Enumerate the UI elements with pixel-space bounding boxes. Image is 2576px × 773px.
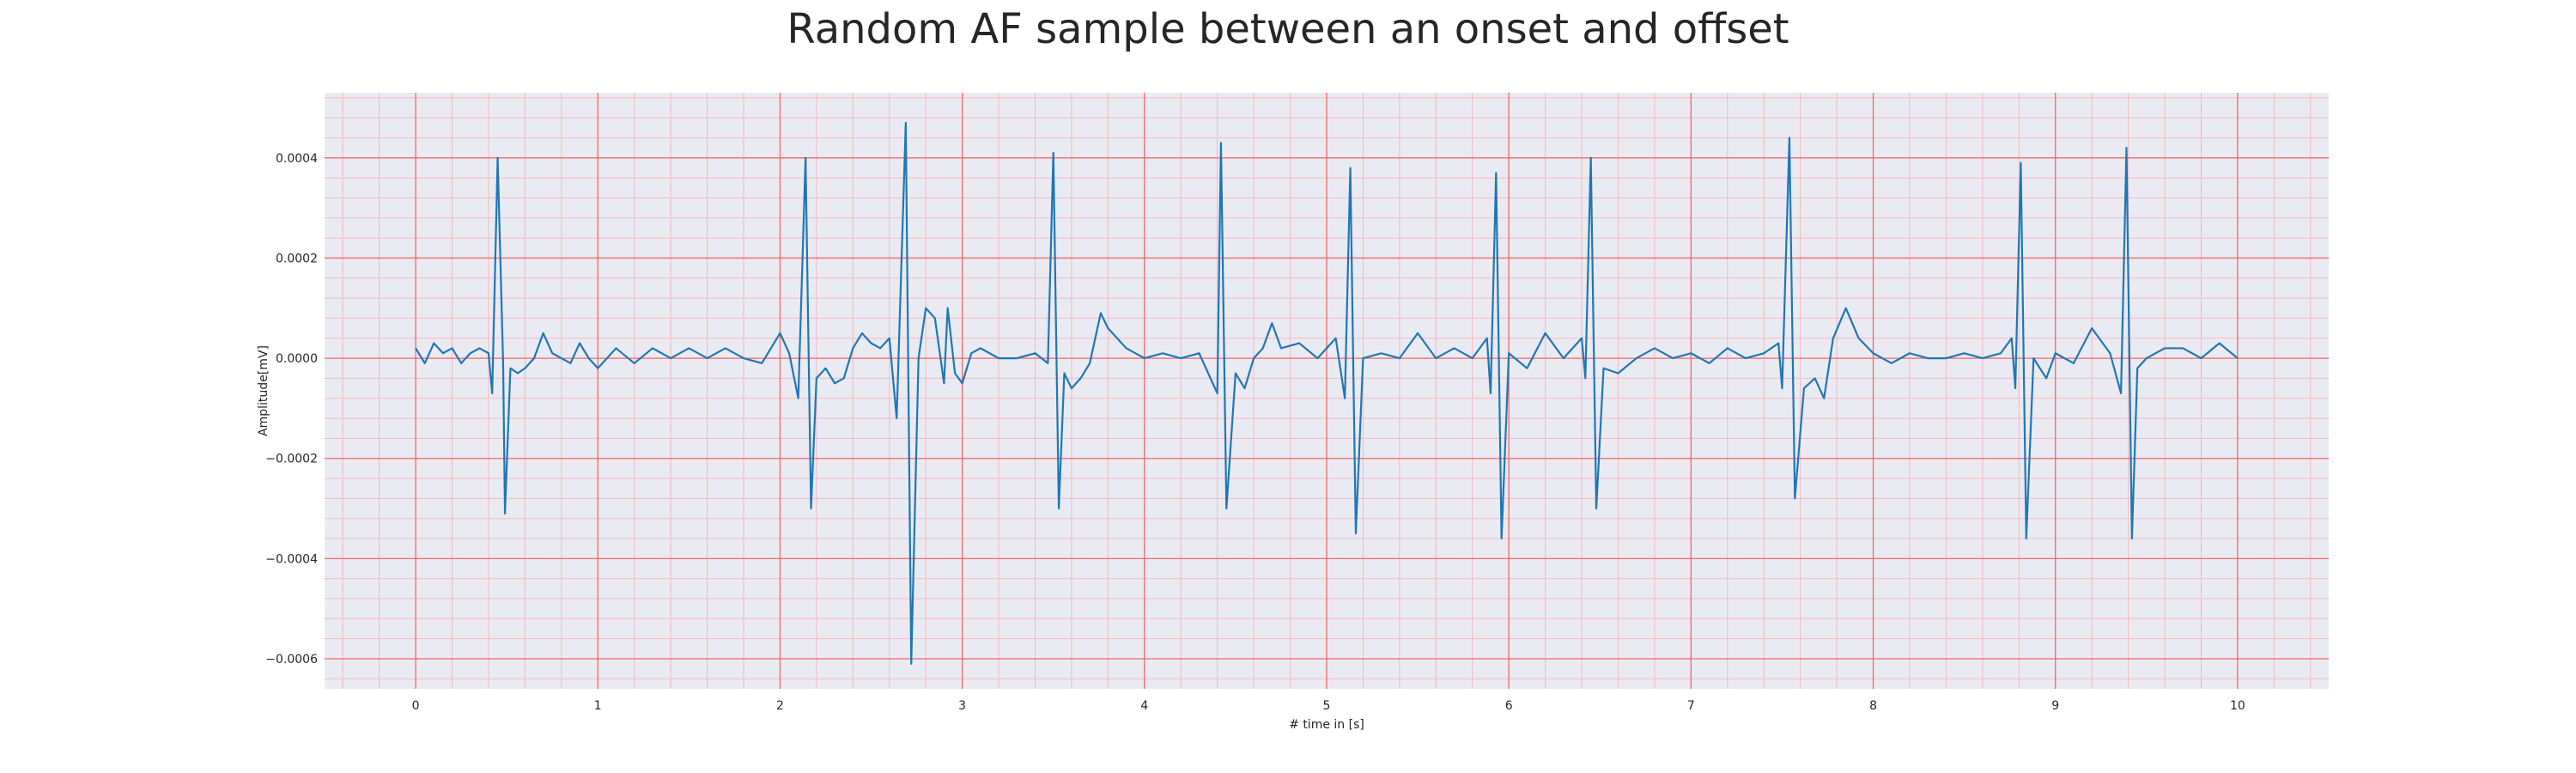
y-tick-label: −0.0006	[265, 653, 318, 666]
x-tick-label: 9	[2051, 699, 2059, 713]
y-axis-label: Amplitude[mV]	[257, 345, 270, 436]
x-tick-label: 3	[958, 699, 966, 713]
x-axis-label: # time in [s]	[1289, 718, 1364, 732]
x-tick-label: 10	[2230, 699, 2245, 713]
series-line	[415, 121, 2239, 665]
y-axis-ticks: −0.0006 −0.0004 −0.0002 0.0000 0.0002 0.0004	[265, 152, 318, 666]
x-tick-label: 2	[776, 699, 784, 713]
x-tick-label: 5	[1323, 699, 1331, 713]
x-tick-label: 4	[1140, 699, 1148, 713]
x-tick-label: 0	[412, 699, 420, 713]
x-tick-label: 6	[1505, 699, 1513, 713]
y-tick-label: 0.0002	[276, 252, 318, 265]
major-grid	[325, 93, 2329, 689]
x-tick-label: 7	[1687, 699, 1695, 713]
x-axis-ticks: 0 1 2 3 4 5 6 7 8 9 10	[412, 699, 2245, 713]
y-tick-label: −0.0004	[265, 552, 318, 566]
y-tick-label: 0.0004	[276, 152, 318, 166]
x-tick-label: 1	[594, 699, 602, 713]
x-tick-label: 8	[1869, 699, 1877, 713]
y-tick-label: −0.0002	[265, 453, 318, 466]
chart-title: Random AF sample between an onset and of…	[787, 5, 1789, 53]
y-tick-label: 0.0000	[276, 352, 318, 366]
